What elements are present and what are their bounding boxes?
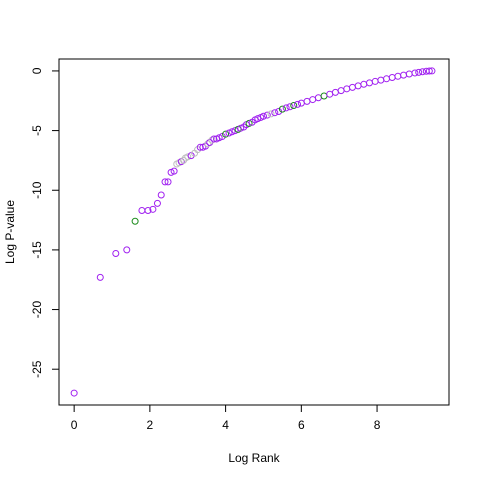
data-point: [314, 94, 322, 102]
data-point: [294, 100, 302, 108]
data-point: [360, 80, 368, 88]
data-point: [419, 68, 426, 76]
data-point: [354, 82, 362, 90]
data-point: [286, 103, 294, 111]
data-point: [259, 112, 267, 120]
data-point: [371, 77, 379, 85]
data-point: [237, 124, 245, 132]
y-tick-label: -10: [30, 181, 44, 199]
data-points: [70, 67, 436, 397]
data-point: [157, 191, 165, 199]
data-point: [263, 111, 271, 119]
y-tick-label: -25: [30, 360, 44, 378]
data-point: [204, 140, 212, 148]
data-point: [428, 67, 436, 75]
data-point: [170, 167, 178, 175]
data-point: [343, 85, 351, 93]
y-axis: 0 -5 -10 -15 -20 -25: [30, 67, 60, 378]
x-tick-label: 8: [374, 418, 381, 432]
data-point: [383, 75, 391, 83]
data-point: [282, 104, 290, 112]
data-point: [228, 128, 236, 136]
data-point: [271, 109, 279, 117]
y-tick-label: -20: [30, 301, 44, 319]
data-point: [138, 207, 146, 215]
data-point: [278, 105, 286, 113]
data-point: [297, 99, 305, 107]
data-point: [206, 139, 214, 147]
data-point: [337, 87, 345, 95]
data-point: [96, 273, 104, 281]
data-point: [267, 110, 275, 118]
data-point: [231, 127, 239, 135]
data-point: [70, 389, 78, 397]
data-point: [225, 129, 233, 137]
data-point: [290, 102, 298, 110]
data-point: [208, 136, 216, 144]
data-point: [326, 90, 334, 98]
x-tick-label: 6: [298, 418, 305, 432]
data-point: [149, 205, 157, 213]
data-point: [331, 88, 339, 96]
data-point: [400, 71, 408, 79]
x-axis-label: Log Rank: [228, 451, 280, 465]
data-point: [415, 68, 423, 76]
data-point: [411, 69, 419, 77]
data-point: [377, 76, 385, 84]
data-point: [320, 92, 328, 100]
data-point: [388, 73, 396, 81]
data-point: [184, 153, 192, 161]
data-point: [254, 115, 262, 123]
data-point: [405, 70, 413, 78]
data-point: [164, 178, 172, 186]
data-point: [394, 72, 402, 80]
data-point: [153, 199, 161, 207]
data-point: [303, 97, 311, 105]
data-point: [222, 130, 230, 138]
y-axis-label: Log P-value: [3, 200, 17, 264]
data-point: [131, 217, 139, 225]
data-point: [123, 246, 131, 254]
data-point: [425, 67, 433, 75]
data-point: [167, 168, 175, 176]
data-point: [365, 79, 373, 87]
data-point: [245, 119, 253, 127]
plot-frame: [58, 58, 450, 406]
y-tick-label: 0: [30, 67, 44, 74]
data-point: [348, 83, 356, 91]
data-point: [144, 207, 152, 215]
x-tick-label: 2: [147, 418, 154, 432]
data-point: [275, 108, 283, 115]
data-point: [202, 142, 210, 150]
data-point: [112, 249, 120, 257]
data-point: [215, 134, 223, 142]
x-tick-label: 0: [71, 418, 78, 432]
x-tick-label: 4: [222, 418, 229, 432]
data-point: [309, 96, 317, 104]
y-tick-label: -15: [30, 241, 44, 259]
x-axis: 0 2 4 6 8: [71, 404, 381, 432]
data-point: [161, 178, 169, 186]
y-tick-label: -5: [30, 125, 44, 136]
data-point: [196, 143, 204, 151]
